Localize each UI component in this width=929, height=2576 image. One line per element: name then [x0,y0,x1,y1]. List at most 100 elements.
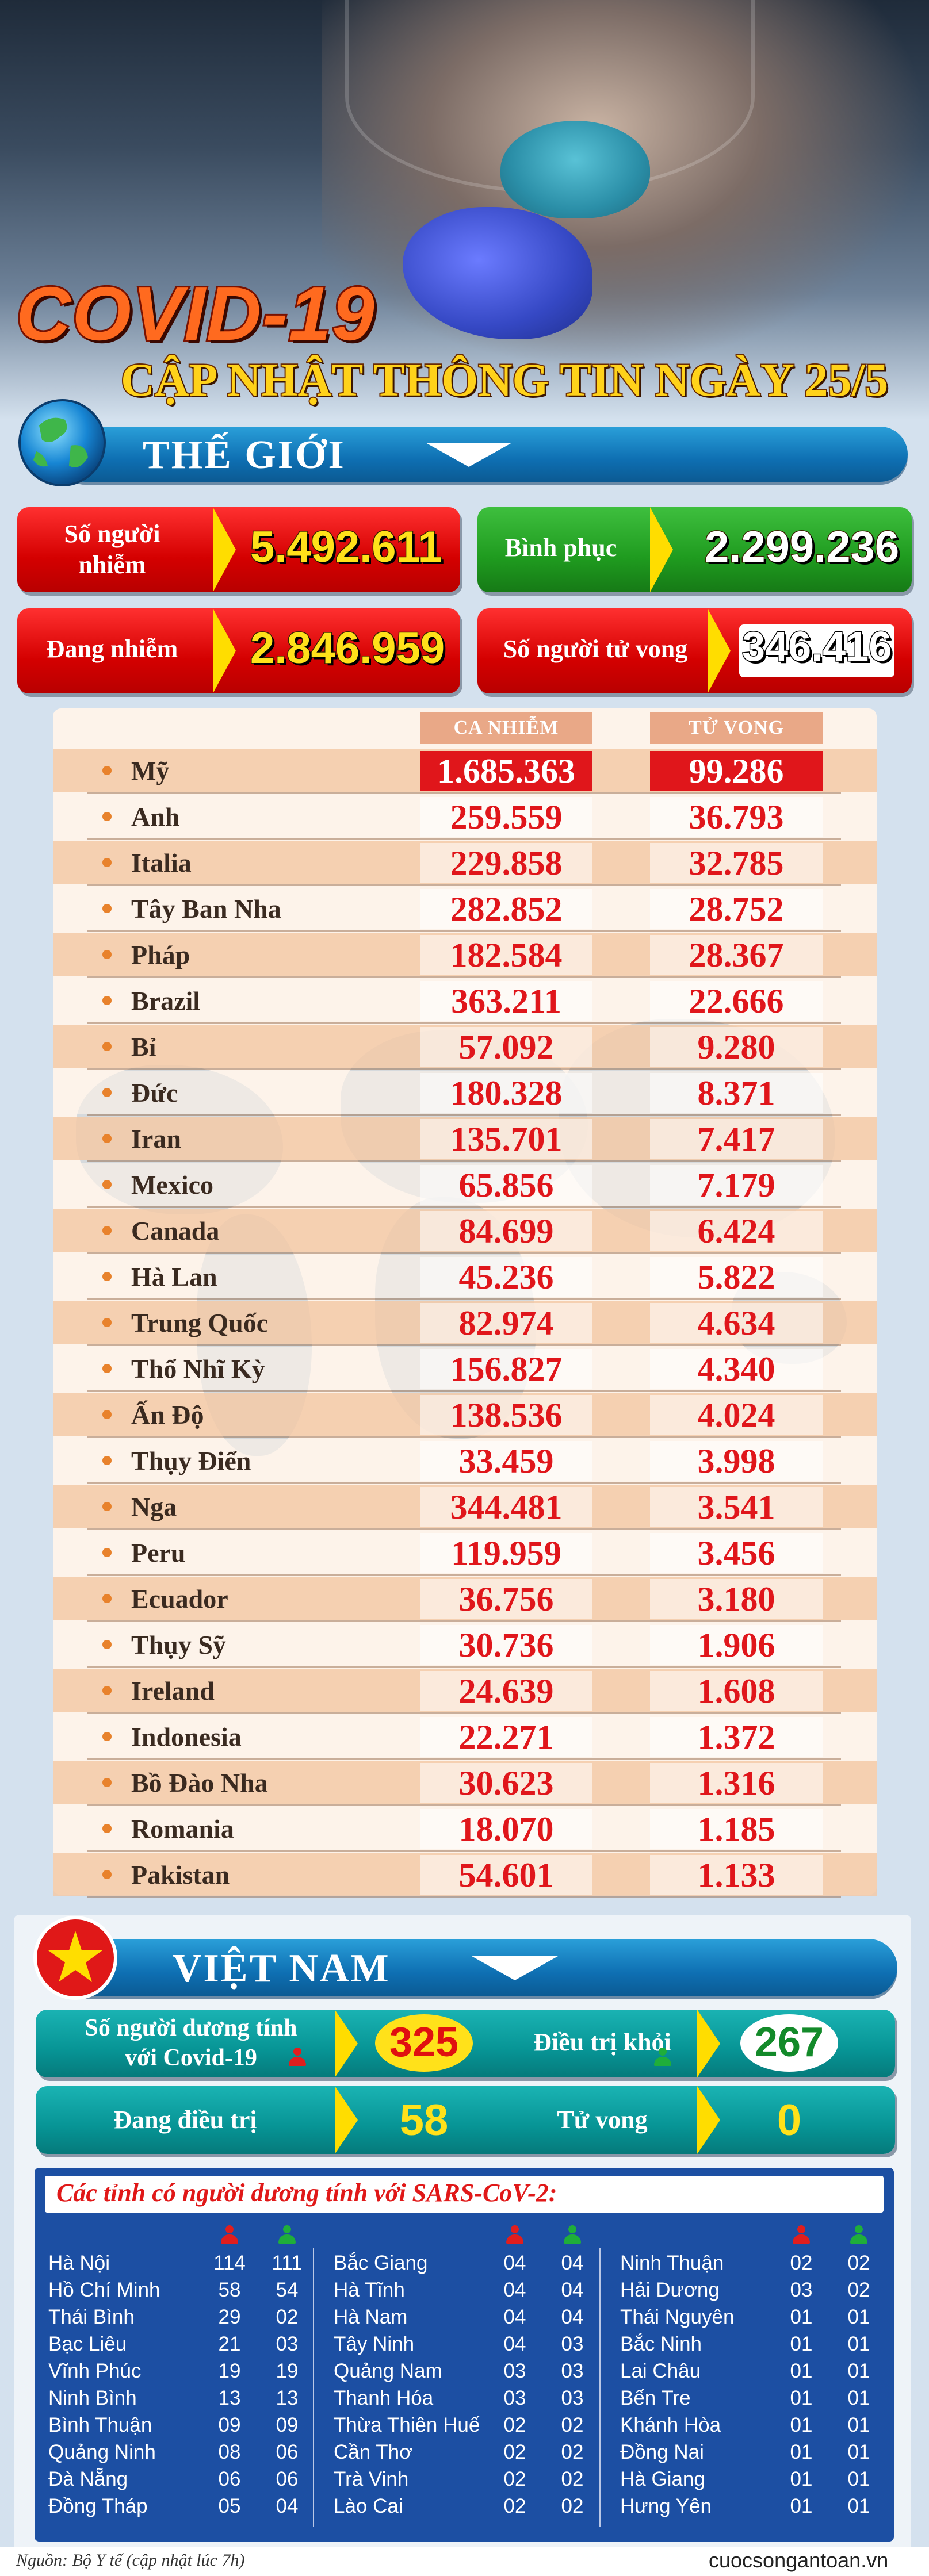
positive-count: 08 [218,2441,241,2463]
table-row: Thổ Nhĩ Kỳ 156.827 4.340 [53,1346,877,1392]
positive-count: 04 [503,2252,526,2274]
province-name: Vĩnh Phúc [48,2360,142,2382]
person-red-icon [289,2048,306,2067]
cases-value: 344.481 [420,1487,592,1527]
province-name: Quảng Nam [334,2360,442,2382]
province-name: Cần Thơ [334,2441,413,2463]
covid-title: COVID-19 [14,270,376,358]
row-divider [87,1022,841,1023]
chevron-icon [335,2086,358,2154]
vietnam-section-title: VIỆT NAM [173,1946,391,1991]
bullet-icon [102,1180,112,1189]
recovered-count: 02 [561,2495,584,2517]
province-row: Hà Nội 114 111 [48,2252,319,2279]
province-row: Ninh Bình 13 13 [48,2387,319,2414]
cases-value: 1.685.363 [420,751,592,791]
row-divider [87,1528,841,1529]
row-divider [87,976,841,977]
bullet-icon [102,1456,112,1465]
table-row: Bồ Đào Nha 30.623 1.316 [53,1759,877,1805]
person-red-icon [506,2225,523,2245]
bullet-icon [102,1088,112,1097]
deaths-value: 3.998 [650,1441,823,1481]
recovered-count: 06 [276,2468,299,2490]
country-name: Peru [131,1538,186,1567]
table-row: Mỹ 1.685.363 99.286 [53,747,877,793]
province-row: Quảng Ninh 08 06 [48,2441,319,2468]
chevron-icon [213,507,236,592]
cases-value: 24.639 [420,1671,592,1711]
chevron-icon [335,2010,358,2077]
vn-deaths-value: 0 [777,2096,802,2145]
province-name: Ninh Bình [48,2387,137,2409]
country-name: Romania [131,1814,234,1843]
cases-value: 180.328 [420,1073,592,1113]
site-name: cuocsongantoan.vn [709,2548,889,2572]
cases-value: 119.959 [420,1533,592,1573]
cases-value: 363.211 [420,981,592,1021]
province-name: Hồ Chí Minh [48,2279,160,2301]
positive-count: 02 [503,2441,526,2463]
province-row: Đồng Nai 01 01 [620,2441,890,2468]
table-row: Thụy Điển 33.459 3.998 [53,1438,877,1483]
face-mask [500,121,650,218]
recovered-count: 02 [276,2306,299,2328]
province-name: Thái Nguyên [620,2306,735,2328]
table-row: Bỉ 57.092 9.280 [53,1023,877,1070]
positive-count: 29 [218,2306,241,2328]
country-name: Canada [131,1216,220,1245]
province-row: Đà Nẵng 06 06 [48,2468,319,2495]
cases-value: 138.536 [420,1395,592,1435]
provinces-title-bg [45,2176,884,2213]
table-row: Brazil 363.211 22.666 [53,977,877,1023]
country-name: Italia [131,848,192,877]
row-divider [87,1252,841,1254]
positive-count: 01 [790,2306,813,2328]
row-divider [87,1068,841,1070]
row-divider [87,1206,841,1208]
row-divider [87,1436,841,1438]
positive-count: 04 [503,2279,526,2301]
bullet-icon [102,1778,112,1787]
positive-count: 02 [503,2468,526,2490]
country-name: Trung Quốc [131,1308,269,1337]
province-name: Lào Cai [334,2495,403,2517]
world-infected-label: Số người nhiễm [64,520,160,579]
positive-count: 01 [790,2414,813,2436]
footer-bar [0,2547,929,2576]
deaths-value: 3.541 [650,1487,823,1527]
person-green-icon [564,2225,581,2245]
deaths-value: 4.024 [650,1395,823,1435]
province-name: Bến Tre [620,2387,691,2409]
recovered-count: 01 [847,2441,870,2463]
col-header-cases: CA NHIỄM [420,712,592,744]
table-row: Ireland 24.639 1.608 [53,1667,877,1713]
cases-value: 182.584 [420,935,592,975]
province-row: Bình Thuận 09 09 [48,2414,319,2441]
bullet-icon [102,1364,112,1373]
deaths-value: 3.180 [650,1579,823,1619]
cases-value: 156.827 [420,1349,592,1389]
bullet-icon [102,996,112,1005]
row-divider [87,1344,841,1346]
table-row: Trung Quốc 82.974 4.634 [53,1300,877,1346]
row-divider [87,1160,841,1162]
vn-treating-label: Đang điều trị [113,2106,257,2134]
province-name: Tây Ninh [334,2333,415,2355]
positive-count: 03 [503,2387,526,2409]
down-arrow-icon [426,443,512,467]
update-date-title: CẬP NHẬT THÔNG TIN NGÀY 25/5 [120,352,889,407]
deaths-value: 6.424 [650,1211,823,1251]
recovered-count: 02 [561,2468,584,2490]
chevron-icon [650,507,673,592]
person-green-icon [850,2225,867,2245]
province-row: Hà Giang 01 01 [620,2468,890,2495]
row-divider [87,1114,841,1116]
deaths-value: 4.634 [650,1303,823,1343]
recovered-count: 01 [847,2333,870,2355]
bullet-icon [102,1548,112,1557]
deaths-value: 3.456 [650,1533,823,1573]
world-deaths-label: Số người tử vong [503,635,688,663]
province-name: Thái Bình [48,2306,135,2328]
country-name: Ireland [131,1676,215,1705]
